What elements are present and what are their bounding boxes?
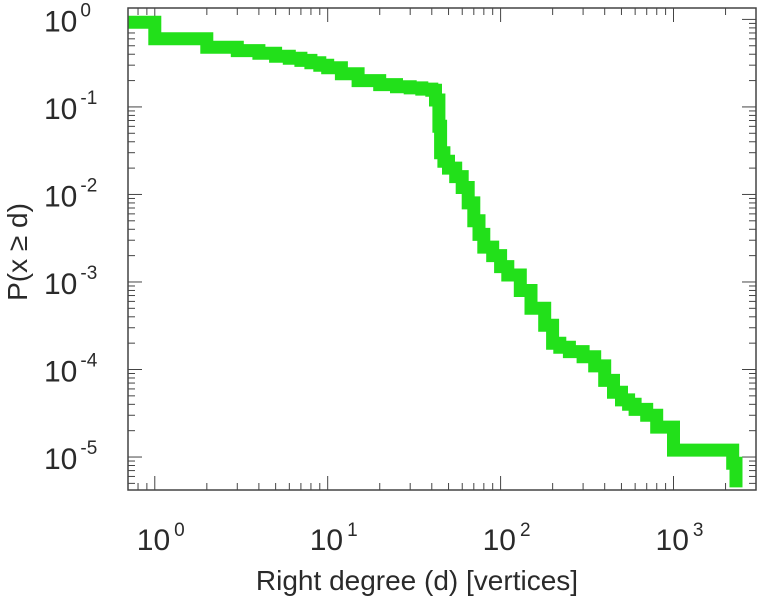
y-tick-label: 10 -2 <box>44 175 97 213</box>
plot-frame <box>127 7 757 491</box>
y-tick-label: 10 -3 <box>44 263 97 301</box>
y-tick-label: 10 -1 <box>44 88 97 126</box>
y-tick-label: 10 -4 <box>44 351 98 389</box>
x-tick-label: 10 2 <box>483 520 531 557</box>
y-tick-label: 10 -5 <box>44 438 97 476</box>
series-line <box>128 15 743 488</box>
tick-marks <box>127 8 757 490</box>
x-tick-label: 10 1 <box>310 520 358 557</box>
y-tick-label: 10 0 <box>44 0 91 38</box>
x-tick-label: 10 0 <box>137 520 185 557</box>
x-tick-labels: 10 0 10 1 10 2 10 3 <box>137 520 704 557</box>
x-axis-label: Right degree (d) [vertices] <box>256 565 578 596</box>
x-tick-label: 10 3 <box>656 520 704 557</box>
series-layer <box>128 15 743 488</box>
y-axis-label: P(x ≥ d) <box>2 203 33 301</box>
